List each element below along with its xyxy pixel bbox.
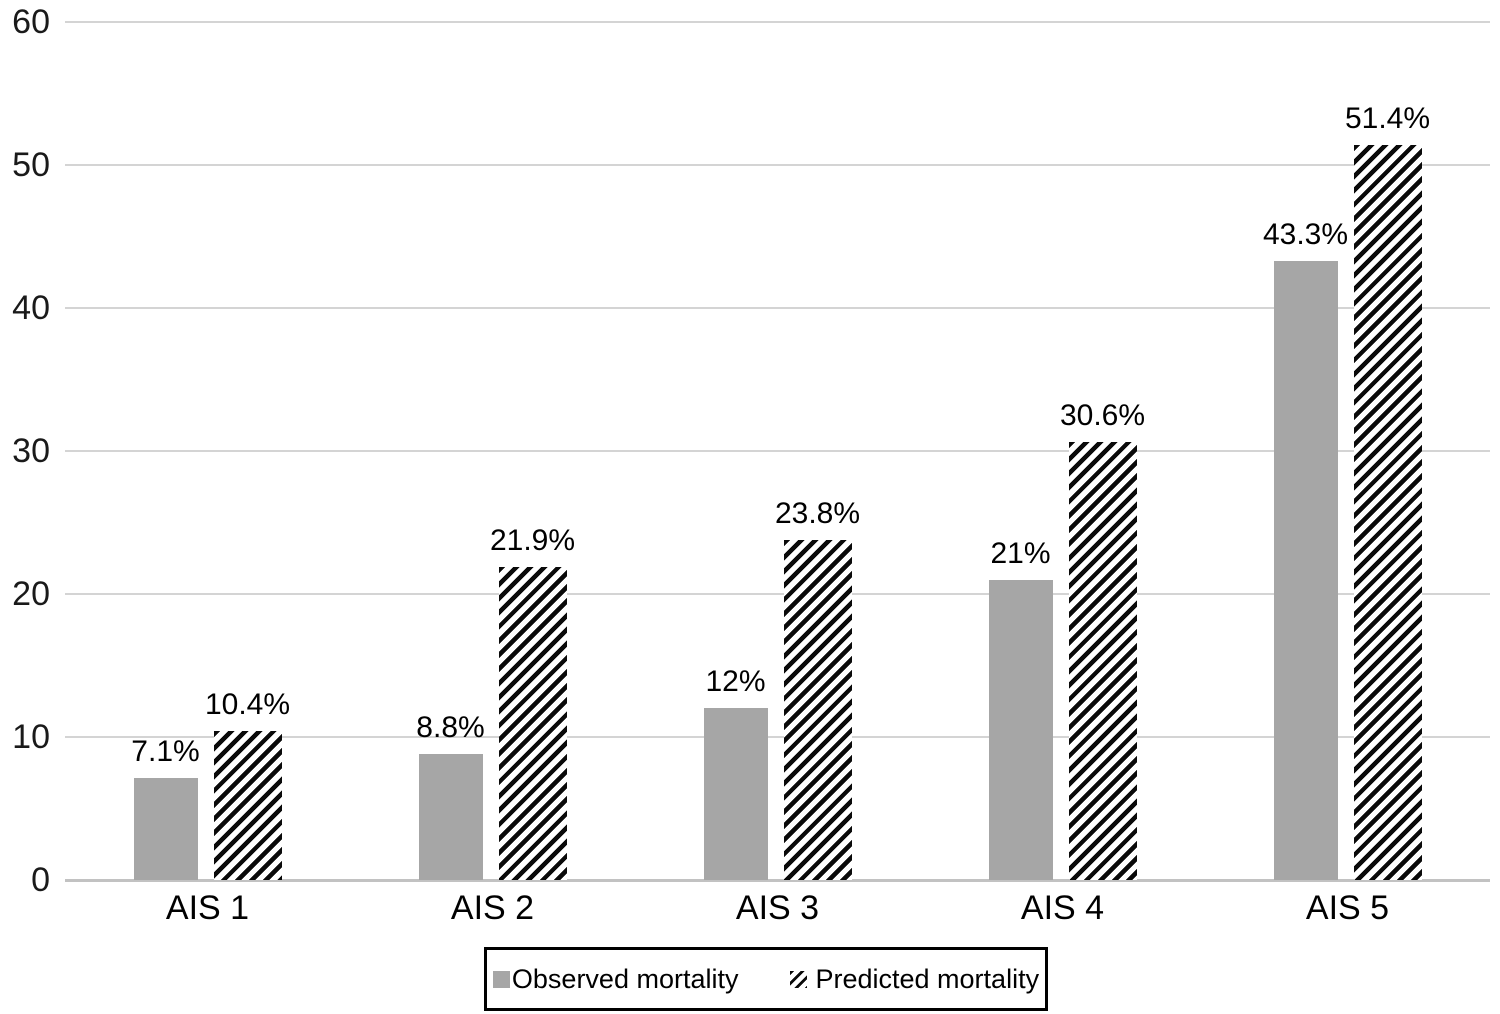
x-category-label: AIS 1	[165, 889, 250, 927]
y-tick-label: 20	[12, 575, 50, 613]
bar-predicted	[213, 731, 282, 880]
legend-item-observed: Observed mortality	[492, 964, 739, 994]
y-tick-label: 60	[12, 3, 50, 41]
bar-observed	[418, 754, 483, 880]
x-axis-baseline	[65, 879, 1490, 882]
bar-value-label-predicted: 30.6%	[1059, 399, 1146, 433]
bar-value-label-predicted: 51.4%	[1344, 101, 1431, 135]
bar-predicted	[498, 566, 567, 880]
bar-predicted	[1353, 144, 1422, 880]
x-category-label: AIS 3	[735, 889, 820, 927]
legend-marker-predicted-icon	[790, 970, 808, 988]
bar-observed	[133, 778, 198, 880]
y-gridline	[65, 593, 1490, 595]
bar-observed	[703, 708, 768, 880]
y-tick-label: 10	[12, 718, 50, 756]
legend-label-predicted: Predicted mortality	[815, 964, 1040, 994]
legend-label-observed: Observed mortality	[511, 964, 739, 994]
y-gridline	[65, 164, 1490, 166]
legend-marker-observed-icon	[492, 970, 510, 988]
x-category-label: AIS 2	[450, 889, 535, 927]
x-category-label: AIS 5	[1305, 889, 1390, 927]
bar-value-label-observed: 8.8%	[416, 711, 485, 745]
y-tick-label: 0	[31, 861, 50, 899]
y-tick-label: 50	[12, 146, 50, 184]
legend: Observed mortality Predicted mortality	[484, 947, 1048, 1011]
bar-observed	[988, 579, 1053, 880]
bar-value-label-observed: 43.3%	[1262, 217, 1349, 251]
y-tick-label: 40	[12, 289, 50, 327]
y-gridline	[65, 307, 1490, 309]
y-tick-label: 30	[12, 432, 50, 470]
y-gridline	[65, 736, 1490, 738]
bar-value-label-predicted: 21.9%	[489, 523, 576, 557]
x-category-label: AIS 4	[1020, 889, 1105, 927]
y-gridline	[65, 450, 1490, 452]
legend-item-predicted: Predicted mortality	[790, 964, 1039, 994]
bar-value-label-observed: 21%	[990, 536, 1051, 570]
bar-value-label-observed: 7.1%	[131, 735, 200, 769]
bar-predicted	[783, 539, 852, 880]
bar-observed	[1273, 260, 1338, 880]
bar-value-label-predicted: 23.8%	[774, 496, 861, 530]
bar-value-label-observed: 12%	[705, 665, 766, 699]
bar-predicted	[1068, 442, 1137, 880]
bar-value-label-predicted: 10.4%	[204, 688, 291, 722]
y-gridline	[65, 21, 1490, 23]
